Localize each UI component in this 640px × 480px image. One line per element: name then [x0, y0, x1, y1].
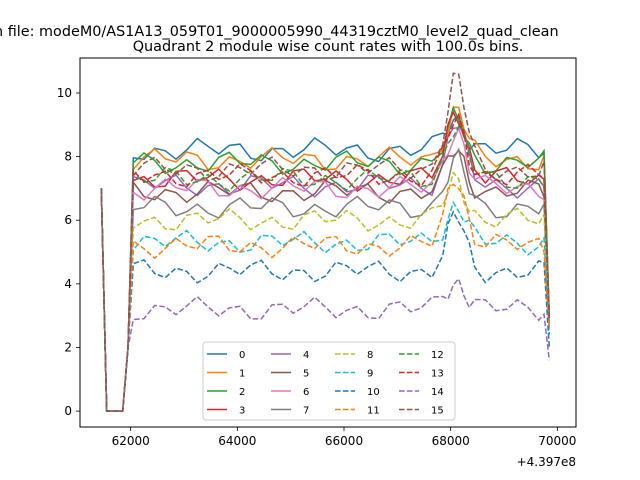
series-line [100, 112, 551, 412]
legend-label: 13 [431, 369, 444, 380]
legend-label: 7 [303, 406, 309, 417]
plot-frame [79, 57, 577, 428]
legend-label: 15 [431, 406, 444, 417]
legend-label: 2 [239, 387, 245, 398]
series-line [100, 183, 551, 412]
series-line [100, 126, 551, 412]
legend-label: 9 [367, 369, 373, 380]
x-axis: 62000 64000 66000 68000 70000 [112, 427, 576, 448]
legend-box [202, 341, 456, 421]
series-line [100, 147, 551, 412]
legend-label: 5 [303, 369, 309, 380]
legend-label: 4 [303, 350, 309, 361]
series-line [100, 72, 551, 412]
x-tick-label: 66000 [325, 434, 363, 448]
series-line [100, 188, 551, 412]
x-offset-text: +4.397e8 [517, 455, 576, 469]
x-tick-label: 62000 [112, 434, 150, 448]
chart-title: Quadrant 2 module wise count rates with … [133, 39, 524, 55]
series-line [100, 105, 551, 412]
legend-label: 12 [431, 350, 444, 361]
y-tick-label: 0 [64, 404, 72, 418]
legend-label: 14 [431, 387, 444, 398]
series-line [100, 188, 551, 412]
figure-suptitle: n file: modeM0/AS1A13_059T01_9000005990_… [0, 24, 559, 40]
legend-label: 10 [367, 387, 380, 398]
series-line [100, 188, 551, 412]
x-tick-label: 64000 [218, 434, 256, 448]
legend-label: 6 [303, 387, 309, 398]
series-line [100, 171, 551, 412]
y-tick-label: 6 [64, 213, 72, 227]
y-tick-label: 10 [57, 86, 72, 100]
legend-label: 8 [367, 350, 373, 361]
y-tick-label: 2 [64, 340, 72, 354]
series-layer [100, 72, 551, 412]
legend-label: 3 [239, 406, 245, 417]
y-axis: 0 2 4 6 8 10 [57, 86, 80, 418]
x-tick-label: 70000 [538, 434, 576, 448]
legend-label: 1 [239, 369, 245, 380]
x-tick-label: 68000 [432, 434, 470, 448]
legend-label: 0 [239, 350, 245, 361]
y-tick-label: 4 [64, 277, 72, 291]
series-line [100, 106, 551, 412]
legend-label: 11 [367, 406, 380, 417]
y-tick-label: 8 [64, 150, 72, 164]
